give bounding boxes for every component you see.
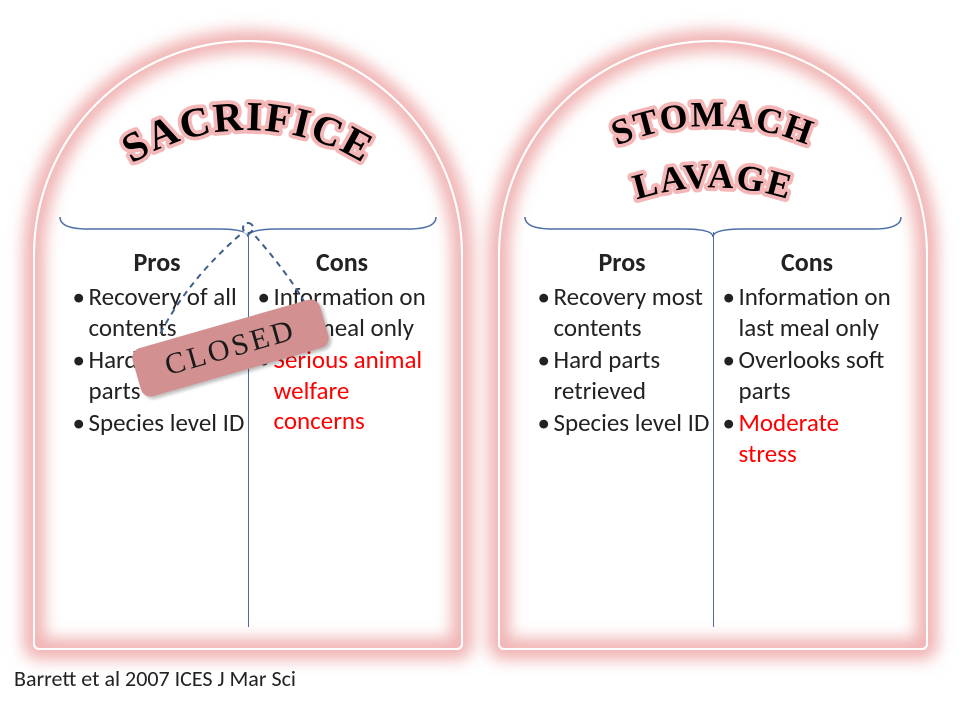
list-item: Hard parts retrieved	[538, 345, 711, 406]
panel-lavage: STOMACH LAVAGE Pros Recovery most conten…	[498, 40, 928, 650]
cons-column: Cons Information on last meal only Serio…	[248, 240, 433, 630]
list-item: Recovery most contents	[538, 282, 711, 343]
citation-text: Barrett et al 2007 ICES J Mar Sci	[14, 665, 296, 692]
list-item: Information on last meal only	[723, 282, 896, 343]
list-item: Overlooks soft parts	[723, 345, 896, 406]
list-item: Serious animal welfare concerns	[258, 345, 431, 437]
cons-column: Cons Information on last meal only Overl…	[713, 240, 898, 630]
panel-sacrifice: SACRIFICE Pros Recovery of all contents …	[33, 40, 463, 650]
list-item: Species level ID	[538, 408, 711, 439]
svg-text:SACRIFICE: SACRIFICE	[113, 93, 381, 172]
panel-title-lavage: STOMACH LAVAGE	[498, 65, 928, 235]
list-item: Recovery of all contents	[73, 282, 246, 343]
pros-cons-grid: Pros Recovery most contents Hard parts r…	[528, 240, 898, 630]
pros-heading: Pros	[69, 246, 246, 278]
cons-heading: Cons	[254, 246, 431, 278]
list-item: Moderate stress	[723, 408, 896, 469]
pros-column: Pros Recovery most contents Hard parts r…	[528, 240, 713, 630]
panel-title-sacrifice: SACRIFICE	[33, 65, 463, 235]
cons-heading: Cons	[719, 246, 896, 278]
pros-column: Pros Recovery of all contents Hard and s…	[63, 240, 248, 630]
svg-text:STOMACH: STOMACH	[605, 94, 819, 153]
list-item: Information on last meal only	[258, 282, 431, 343]
svg-text:LAVAGE: LAVAGE	[628, 155, 797, 207]
pros-cons-grid: Pros Recovery of all contents Hard and s…	[63, 240, 433, 630]
list-item: Hard and soft parts	[73, 345, 246, 406]
pros-heading: Pros	[534, 246, 711, 278]
list-item: Species level ID	[73, 408, 246, 439]
